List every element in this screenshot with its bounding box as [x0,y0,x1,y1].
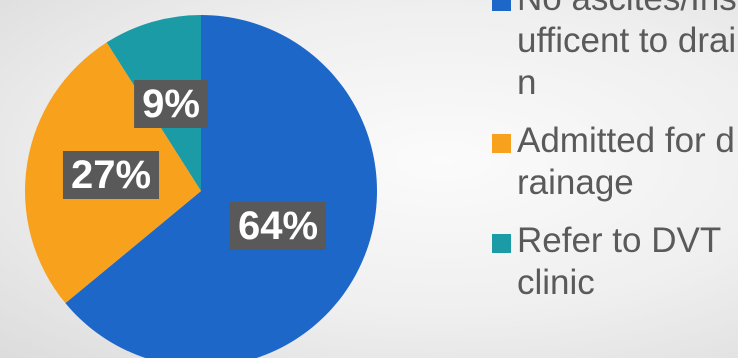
pie-slice-no-ascites [65,15,377,358]
legend-label-admitted: Admitted for drainage [517,121,735,202]
legend-swatch-dvt-clinic [492,234,511,253]
data-label-box-admitted [62,151,160,199]
legend-item-dvt-clinic: Refer to DVT clinic [492,220,738,304]
legend-label-dvt-clinic: Refer to DVT clinic [517,221,721,302]
data-label-no-ascites: 64% [238,204,318,248]
data-label-box-dvt-clinic [134,80,208,128]
data-label-admitted: 27% [71,153,151,197]
legend-swatch-admitted [492,134,511,153]
legend-item-admitted: Admitted for drainage [492,120,738,204]
data-label-dvt-clinic: 9% [142,82,200,126]
legend-swatch-no-ascites [492,0,511,11]
legend-label-no-ascites: No ascites/Insufficent to drain [517,0,737,102]
data-label-box-no-ascites [229,202,327,250]
chart-legend: No ascites/Insufficent to drain Admitted… [492,0,738,304]
legend-item-no-ascites: No ascites/Insufficent to drain [492,0,738,104]
